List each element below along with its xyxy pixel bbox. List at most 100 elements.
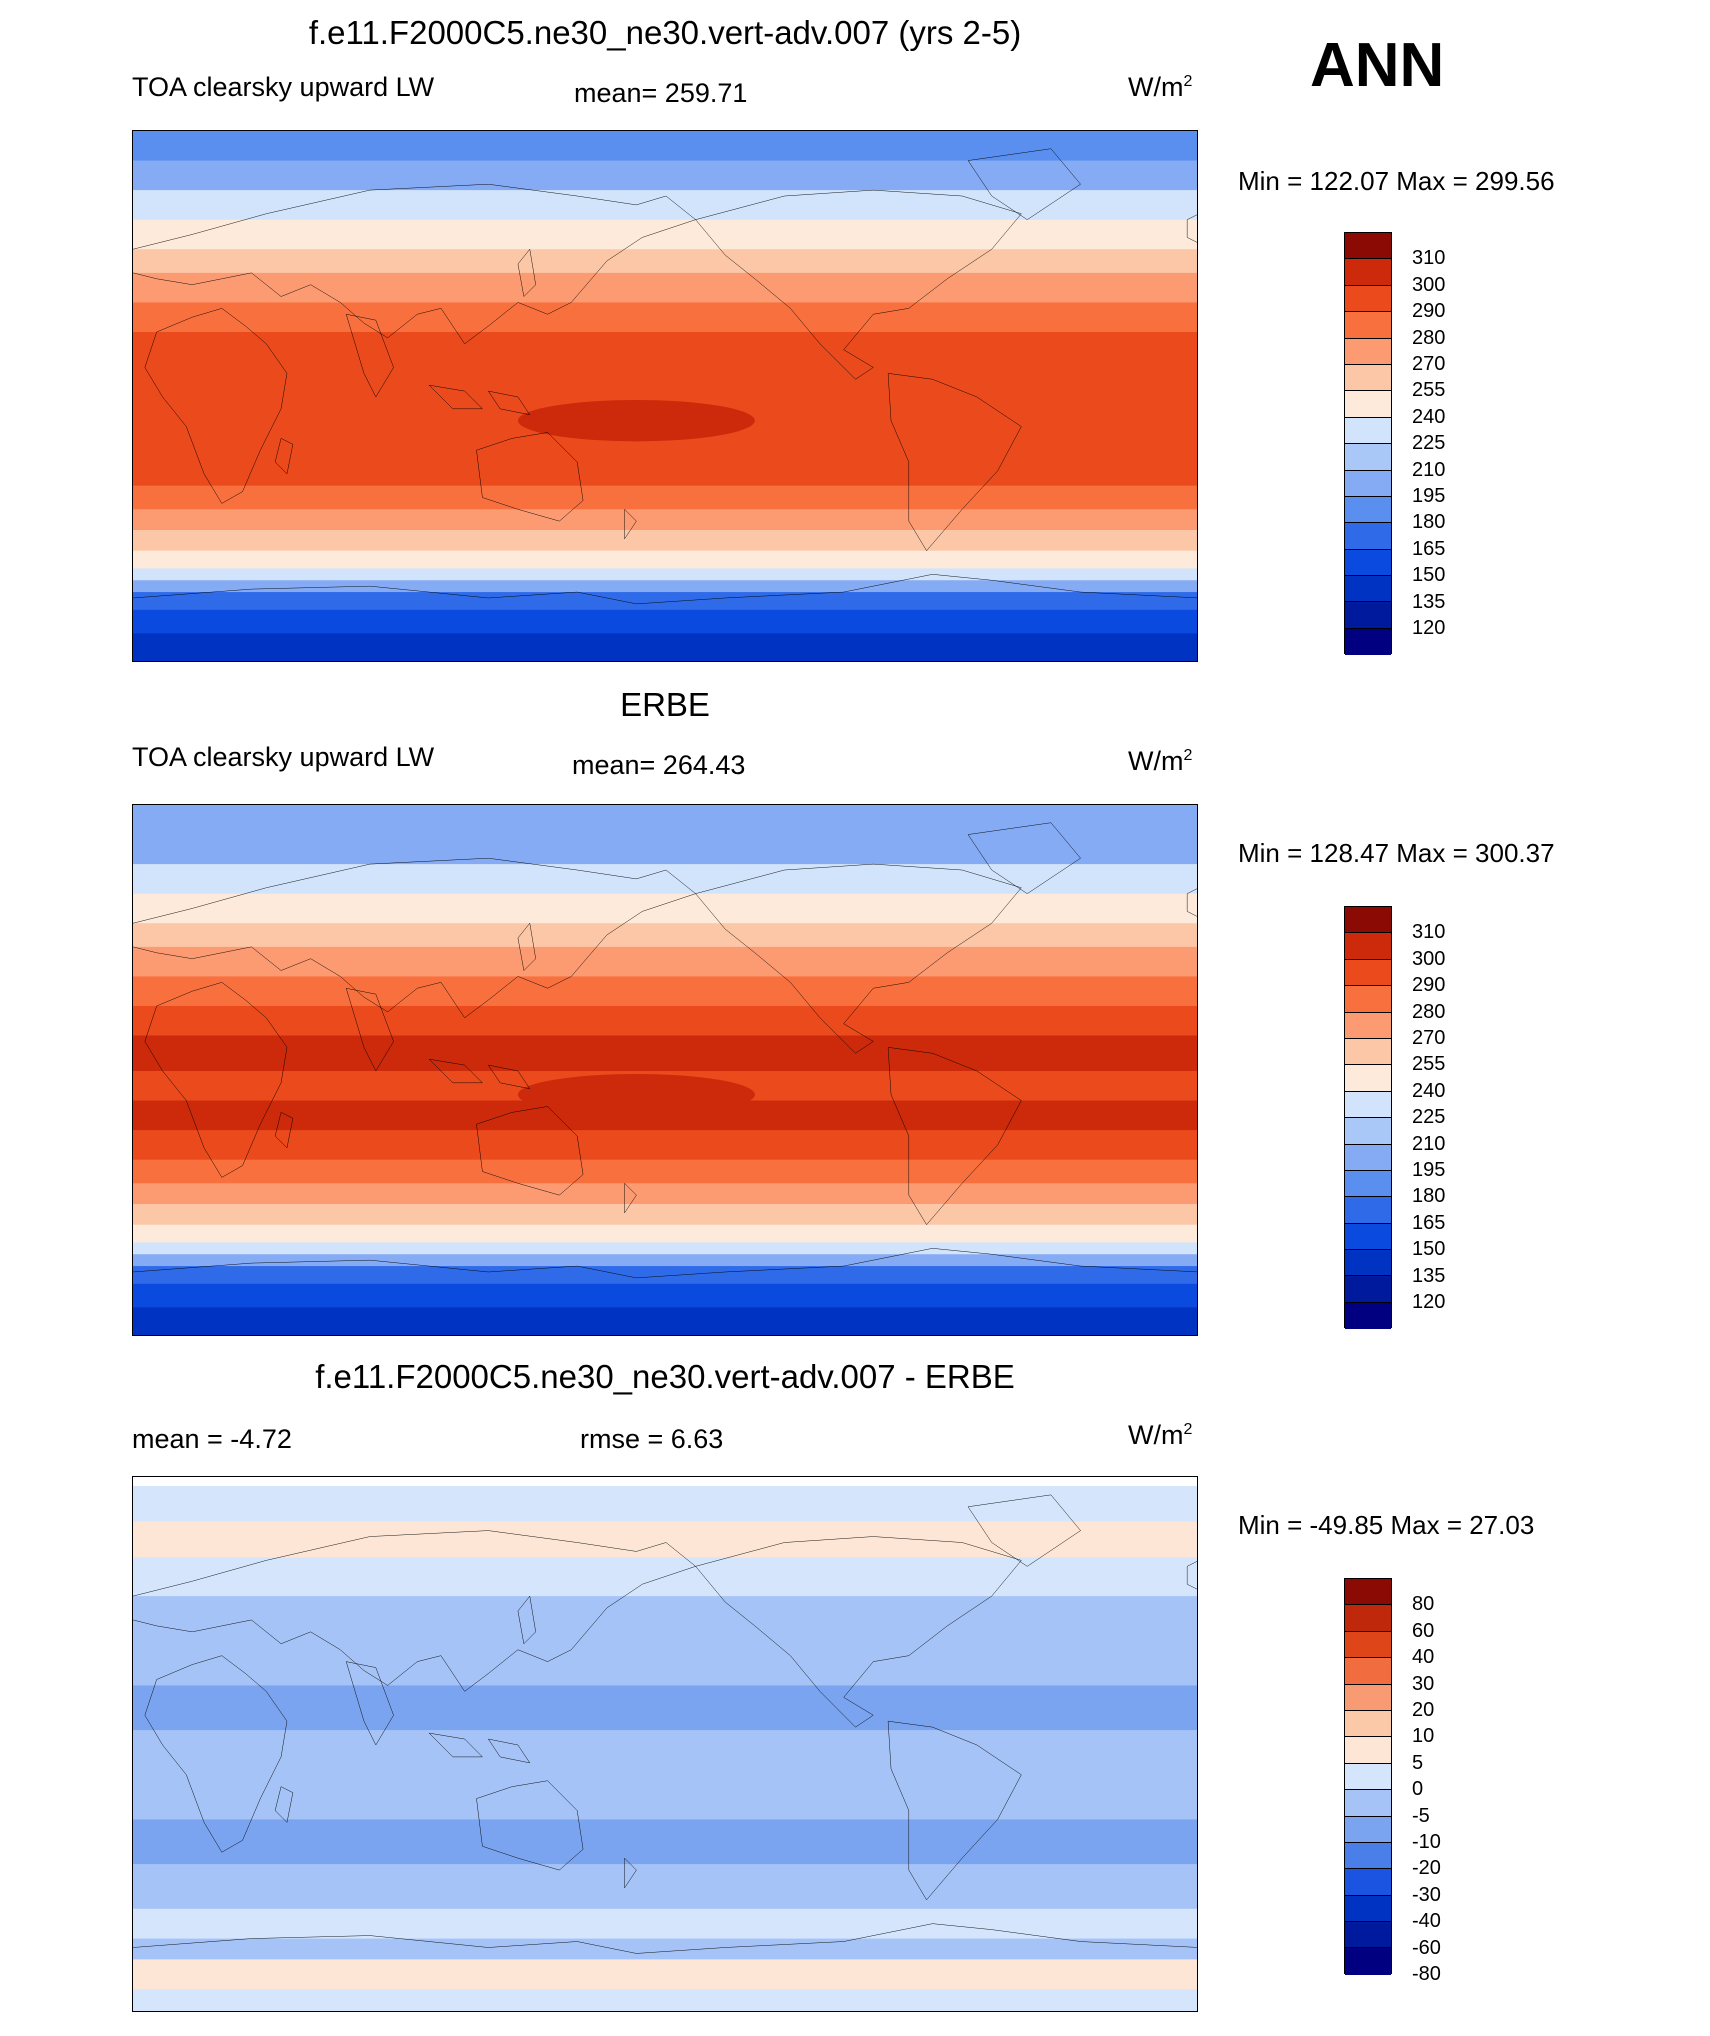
coastline <box>429 1733 482 1757</box>
colorbar-swatch <box>1345 1012 1391 1039</box>
coastline <box>625 1858 637 1888</box>
field-band <box>133 190 1197 222</box>
coastline <box>888 373 1021 550</box>
colorbar-tick-label: 210 <box>1412 1132 1446 1155</box>
coastline <box>476 1106 583 1195</box>
colorbar-tick-label: 270 <box>1412 1027 1446 1049</box>
coastline <box>888 1721 1021 1900</box>
coastline <box>346 314 393 397</box>
colorbar-tick-label: 80 <box>1412 1593 1435 1616</box>
colorbar-tick-label: 280 <box>1412 1000 1446 1023</box>
colorbar-tick-label: 120 <box>1412 617 1446 639</box>
panel-2-variable-label: TOA clearsky upward LW <box>132 742 435 772</box>
coastline <box>888 1047 1021 1224</box>
panel-1-map <box>132 130 1198 662</box>
field-band <box>133 550 1197 571</box>
colorbar-tick-label: -60 <box>1412 1936 1441 1959</box>
panel-3-mean-label: mean = -4.72 <box>132 1424 292 1454</box>
colorbar-tick-label: -20 <box>1412 1857 1441 1880</box>
coastline <box>476 1781 583 1870</box>
field-band <box>133 1307 1197 1335</box>
colorbar-tick-label: 180 <box>1412 1185 1446 1208</box>
coastline <box>625 509 637 539</box>
coastline <box>346 1662 393 1745</box>
coastline <box>275 1112 293 1147</box>
colorbar-swatch <box>1345 1605 1391 1632</box>
colorbar-tick-label: 0 <box>1412 1778 1424 1801</box>
field-band <box>133 1864 1197 1911</box>
field-band <box>133 1035 1197 1073</box>
panel-2-map <box>132 804 1198 1336</box>
colorbar-tick-label: -40 <box>1412 1910 1441 1933</box>
field-band <box>133 633 1197 661</box>
colorbar-swatch <box>1345 444 1391 471</box>
colorbar-swatch <box>1345 959 1391 987</box>
coastline <box>145 982 287 1177</box>
colorbar-swatch <box>1345 470 1391 497</box>
colorbar-tick-label: 30 <box>1412 1672 1435 1695</box>
panel-3-map-svg <box>133 1485 1197 2011</box>
colorbar-swatch <box>1345 602 1391 629</box>
colorbar-swatch <box>1345 1065 1391 1092</box>
coastline <box>1187 214 1198 244</box>
coastline <box>968 1495 1081 1566</box>
colorbar-swatch <box>1345 1276 1391 1303</box>
colorbar-swatch <box>1345 1763 1391 1791</box>
colorbar-swatch <box>1345 259 1391 286</box>
panel-3-colorbar <box>1344 1578 1392 1975</box>
colorbar-tick-label: -30 <box>1412 1883 1441 1906</box>
field-band <box>133 1989 1197 2011</box>
colorbar-tick-label: 20 <box>1412 1699 1435 1721</box>
field-band <box>133 272 1197 305</box>
colorbar-tick-label: 135 <box>1412 1264 1446 1287</box>
field-band <box>133 1959 1197 1991</box>
colorbar-tick-label: 310 <box>1412 247 1446 270</box>
coastline <box>1187 888 1198 918</box>
field-band <box>133 1485 1197 1524</box>
colorbar-swatch <box>1345 1948 1391 1975</box>
field-band <box>133 976 1197 1008</box>
colorbar-tick-label: 150 <box>1412 564 1446 587</box>
panel-2-field <box>133 805 1197 1335</box>
field-band <box>133 1283 1197 1310</box>
colorbar-swatch <box>1345 549 1391 577</box>
colorbar-swatch <box>1345 338 1391 365</box>
colorbar-tick-label: 290 <box>1412 974 1446 997</box>
colorbar-tick-label: 165 <box>1412 537 1446 560</box>
panel-1-coastlines <box>133 149 1198 604</box>
field-band <box>133 1159 1197 1186</box>
field-band <box>133 580 1197 594</box>
field-band <box>133 1730 1197 1777</box>
colorbar-swatch <box>1345 496 1391 524</box>
field-band <box>133 946 1197 979</box>
colorbar-tick-label: 270 <box>1412 353 1446 375</box>
field-band <box>133 805 1197 837</box>
coastline <box>696 864 1022 1053</box>
field-band <box>133 1005 1197 1038</box>
colorbar-tick-label: 180 <box>1412 511 1446 534</box>
field-band <box>133 834 1197 866</box>
colorbar-tick-label: 210 <box>1412 458 1446 481</box>
colorbar-swatch <box>1345 312 1391 339</box>
coastline <box>696 190 1022 379</box>
colorbar-tick-label: 240 <box>1412 405 1446 428</box>
panel-2-colorbar <box>1344 906 1392 1330</box>
panel-3-units: W/m2 <box>1128 1420 1193 1450</box>
colorbar-swatch <box>1345 285 1391 313</box>
field-band <box>133 530 1197 553</box>
field-max-region <box>517 399 755 442</box>
panel-1-field <box>133 131 1197 661</box>
field-band <box>133 1242 1197 1257</box>
panel-3-map <box>132 1476 1198 2012</box>
panel-3-field <box>133 1485 1197 2011</box>
colorbar-swatch <box>1345 986 1391 1013</box>
panel-3-title: f.e11.F2000C5.ne30_ne30.vert-adv.007 - E… <box>315 1358 1015 1395</box>
colorbar-swatch <box>1345 1118 1391 1145</box>
coastline <box>133 184 696 344</box>
colorbar-tick-label: 290 <box>1412 300 1446 323</box>
colorbar-tick-label: -80 <box>1412 1963 1441 1985</box>
colorbar-swatch <box>1345 1631 1391 1659</box>
coastline <box>429 385 482 409</box>
coastline <box>488 1739 529 1763</box>
coastline <box>968 149 1081 220</box>
